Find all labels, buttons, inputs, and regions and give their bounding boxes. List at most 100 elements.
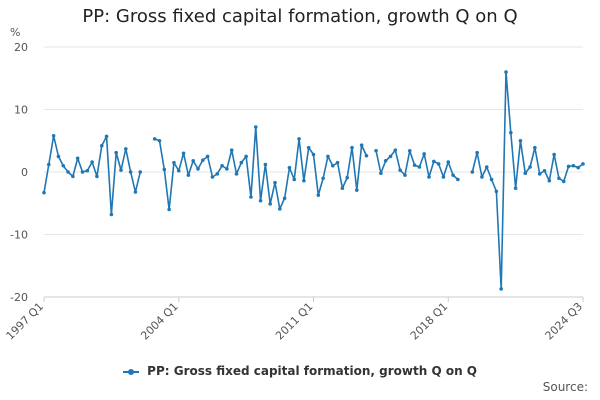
data-point[interactable]: [205, 154, 210, 159]
data-point[interactable]: [513, 186, 518, 191]
data-point[interactable]: [509, 130, 513, 135]
data-point[interactable]: [475, 150, 479, 155]
data-point[interactable]: [504, 70, 508, 74]
data-point[interactable]: [499, 287, 503, 291]
data-point[interactable]: [186, 173, 191, 177]
data-point[interactable]: [340, 186, 345, 191]
data-point[interactable]: [229, 148, 234, 152]
data-point[interactable]: [157, 138, 162, 143]
data-point[interactable]: [451, 173, 455, 177]
data-point[interactable]: [210, 175, 215, 179]
data-point[interactable]: [576, 165, 580, 170]
data-point[interactable]: [330, 163, 335, 168]
data-point[interactable]: [71, 174, 75, 179]
data-point[interactable]: [537, 172, 542, 176]
data-point[interactable]: [287, 165, 292, 170]
data-point[interactable]: [557, 176, 561, 181]
data-point[interactable]: [181, 151, 186, 156]
data-point[interactable]: [547, 178, 552, 183]
data-point[interactable]: [581, 162, 585, 166]
data-point[interactable]: [234, 172, 239, 176]
data-point[interactable]: [480, 175, 484, 179]
data-point[interactable]: [422, 152, 426, 156]
data-point[interactable]: [225, 167, 229, 171]
data-point[interactable]: [518, 138, 523, 143]
data-point[interactable]: [311, 152, 316, 157]
data-point[interactable]: [456, 177, 460, 182]
data-point[interactable]: [278, 207, 282, 211]
data-point[interactable]: [441, 175, 446, 179]
data-point[interactable]: [335, 160, 340, 165]
data-point[interactable]: [176, 168, 181, 173]
data-point[interactable]: [239, 160, 244, 165]
data-point[interactable]: [489, 177, 494, 182]
data-point[interactable]: [75, 156, 80, 161]
data-point[interactable]: [528, 165, 532, 169]
data-point[interactable]: [379, 171, 383, 176]
data-point[interactable]: [292, 177, 297, 182]
legend[interactable]: PP: Gross fixed capital formation, growt…: [0, 364, 600, 378]
data-point[interactable]: [350, 145, 354, 150]
data-point[interactable]: [133, 190, 138, 194]
data-point[interactable]: [61, 163, 66, 168]
data-point[interactable]: [196, 167, 200, 171]
data-point[interactable]: [99, 143, 104, 148]
data-point[interactable]: [268, 202, 272, 206]
data-point[interactable]: [359, 143, 364, 147]
data-point[interactable]: [152, 137, 157, 141]
data-point[interactable]: [306, 145, 311, 150]
data-point[interactable]: [432, 159, 436, 164]
data-point[interactable]: [215, 172, 220, 176]
data-point[interactable]: [355, 188, 359, 192]
data-point[interactable]: [566, 164, 571, 169]
data-point[interactable]: [417, 165, 422, 169]
data-point[interactable]: [80, 170, 85, 174]
data-point[interactable]: [393, 148, 398, 152]
data-point[interactable]: [138, 170, 143, 174]
data-point[interactable]: [388, 154, 393, 159]
data-point[interactable]: [90, 160, 94, 164]
data-point[interactable]: [326, 154, 330, 159]
data-point[interactable]: [47, 162, 51, 167]
data-point[interactable]: [316, 193, 321, 197]
data-point[interactable]: [191, 158, 195, 163]
data-point[interactable]: [297, 137, 301, 141]
data-point[interactable]: [374, 148, 378, 153]
data-point[interactable]: [494, 189, 499, 194]
data-point[interactable]: [66, 170, 70, 174]
data-point[interactable]: [407, 148, 412, 153]
data-point[interactable]: [42, 190, 46, 195]
data-point[interactable]: [249, 195, 253, 199]
data-point[interactable]: [383, 158, 388, 163]
data-point[interactable]: [128, 170, 133, 174]
data-point[interactable]: [398, 168, 402, 172]
data-point[interactable]: [427, 175, 431, 179]
data-point[interactable]: [167, 207, 171, 212]
data-point[interactable]: [119, 168, 123, 172]
data-point[interactable]: [51, 133, 56, 138]
data-point[interactable]: [95, 174, 99, 179]
data-point[interactable]: [56, 154, 61, 159]
data-point[interactable]: [403, 173, 407, 177]
data-point[interactable]: [104, 134, 109, 139]
data-point[interactable]: [201, 158, 205, 162]
data-point[interactable]: [542, 168, 547, 173]
data-point[interactable]: [85, 168, 90, 173]
data-point[interactable]: [484, 165, 489, 169]
data-point[interactable]: [552, 152, 556, 157]
data-point[interactable]: [273, 180, 277, 185]
data-point[interactable]: [436, 162, 441, 166]
data-point[interactable]: [321, 176, 325, 181]
data-point[interactable]: [109, 212, 114, 217]
data-point[interactable]: [124, 147, 128, 151]
data-point[interactable]: [258, 198, 263, 203]
data-point[interactable]: [561, 179, 566, 184]
data-point[interactable]: [282, 196, 287, 201]
data-point[interactable]: [470, 170, 475, 174]
data-point[interactable]: [162, 167, 167, 172]
data-point[interactable]: [345, 175, 349, 180]
data-point[interactable]: [533, 145, 537, 150]
data-point[interactable]: [364, 153, 369, 158]
data-point[interactable]: [523, 171, 528, 176]
data-point[interactable]: [263, 162, 268, 167]
